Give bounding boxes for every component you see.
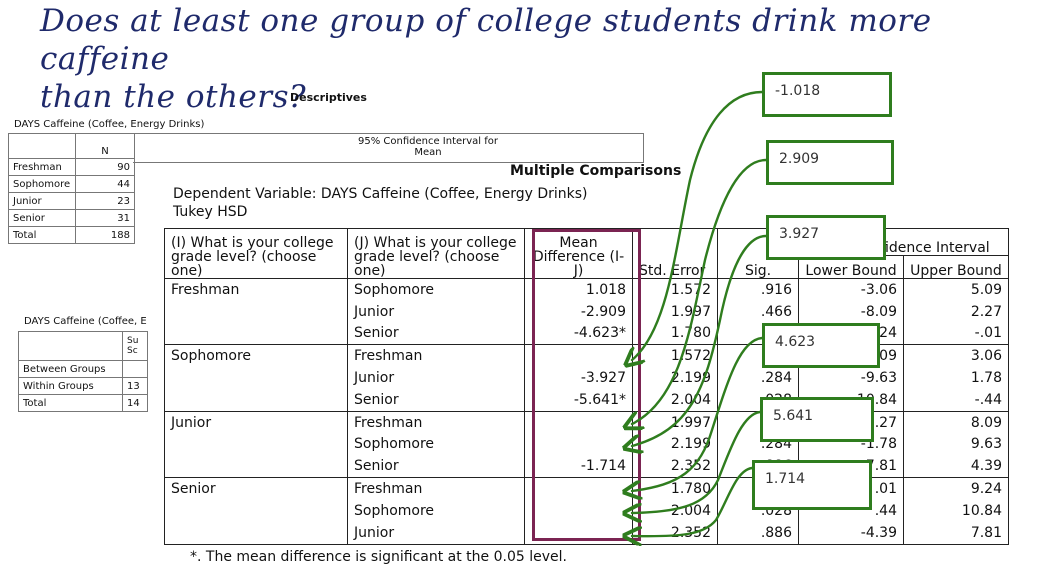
descriptives-title: Descriptives xyxy=(290,91,367,104)
callout-box-5: 5.641 xyxy=(760,397,874,442)
anova-col-header: Su Sc xyxy=(122,331,148,361)
descriptives-n-header: N xyxy=(75,133,135,159)
header-std-error: Std. Error xyxy=(632,228,718,279)
header-mean-difference: Mean Difference (I-J) xyxy=(524,228,633,279)
table-row: Senior -5.641* 2.004 .028 -10.84 -.44 xyxy=(164,388,1009,412)
descriptives-table: N Freshman 90 Sophomore 44 Junior 23 Sen… xyxy=(8,133,135,244)
question-line-2: than the others? xyxy=(40,79,307,115)
callout-box-3: 3.927 xyxy=(766,215,886,260)
table-row: Sophomore 2.004 .028 .44 10.84 xyxy=(164,499,1009,522)
table-row: Sophomore Freshman 1.572 .916 -5.09 3.06 xyxy=(164,344,1009,368)
header-i-group: (I) What is your college grade level? (c… xyxy=(164,228,348,279)
dependent-variable-label: Dependent Variable: DAYS Caffeine (Coffe… xyxy=(173,186,588,202)
handwritten-question: Does at least one group of college stude… xyxy=(40,2,1040,116)
table-row: Total 188 xyxy=(8,226,135,244)
multiple-comparisons-table: (I) What is your college grade level? (c… xyxy=(164,228,1009,545)
table-row: Within Groups 13 xyxy=(18,377,148,395)
table-row: Senior 31 xyxy=(8,209,135,227)
table-row: Senior -4.623* 1.780 .024 -9.24 -.01 xyxy=(164,322,1009,345)
callout-box-6: 1.714 xyxy=(752,460,872,510)
table-row: Freshman 90 xyxy=(8,158,135,176)
question-line-1: Does at least one group of college stude… xyxy=(40,3,932,77)
table-row: Junior -2.909 1.997 .466 -8.09 2.27 xyxy=(164,300,1009,323)
anova-table: Su Sc Between Groups Within Groups 13 To… xyxy=(18,331,148,412)
anova-variable: DAYS Caffeine (Coffee, E xyxy=(24,316,147,327)
multiple-comparisons-table-wrap: (I) What is your college grade level? (c… xyxy=(164,228,1009,545)
table-row: Total 14 xyxy=(18,394,148,412)
table-row: Junior 2.352 .886 -4.39 7.81 xyxy=(164,521,1009,545)
table-row: Junior 23 xyxy=(8,192,135,210)
table-row: Junior -3.927 2.199 .284 -9.63 1.78 xyxy=(164,367,1009,389)
callout-box-2: 2.909 xyxy=(766,140,894,185)
header-j-group: (J) What is your college grade level? (c… xyxy=(347,228,525,279)
method-label: Tukey HSD xyxy=(173,204,248,220)
table-row: Sophomore 2.199 .284 -1.78 9.63 xyxy=(164,433,1009,456)
callout-box-1: -1.018 xyxy=(762,72,892,117)
header-upper-bound: Upper Bound xyxy=(903,255,1009,279)
header-lower-bound: Lower Bound xyxy=(798,255,904,279)
table-row: Senior Freshman 1.780 .024 .01 9.24 xyxy=(164,477,1009,500)
multiple-comparisons-title: Multiple Comparisons xyxy=(510,163,682,179)
table-row: Freshman Sophomore 1.018 1.572 .916 -3.0… xyxy=(164,277,1009,301)
table-row: Junior Freshman 1.997 .466 -2.27 8.09 xyxy=(164,410,1009,434)
significance-footnote: *. The mean difference is significant at… xyxy=(190,549,567,565)
table-row: Between Groups xyxy=(18,360,148,378)
descriptives-variable: DAYS Caffeine (Coffee, Energy Drinks) xyxy=(14,119,205,130)
table-row: Sophomore 44 xyxy=(8,175,135,193)
callout-box-4: 4.623 xyxy=(762,323,880,368)
descriptives-ci-header: 95% Confidence Interval for Mean xyxy=(357,136,499,158)
table-row: Senior -1.714 2.352 .886 -7.81 4.39 xyxy=(164,455,1009,478)
